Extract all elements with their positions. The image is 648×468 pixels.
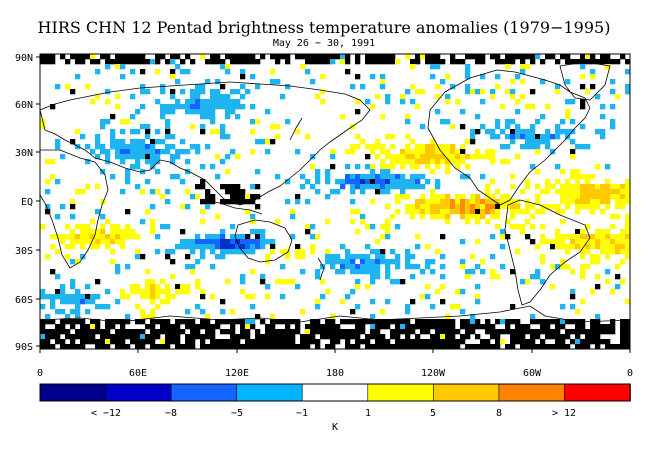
colorbar-swatch-3 [236,383,304,402]
colorbar-label-0: < −12 [91,408,121,419]
coastlines [39,61,631,323]
coast-eurasia [39,81,371,206]
map-title: HIRS CHN 12 Pentad brightness temperatur… [37,18,611,37]
longitude-axis: 0 60E 120E 180 120W 60W 0 [37,349,633,379]
colorbar-label-6: 8 [496,408,502,419]
coast-indonesia [204,199,263,215]
coast-japan [289,117,303,141]
coast-south-america [504,199,591,306]
coast-antarctica [39,305,631,323]
latitude-axis: 90N 60N 30N EQ 30S 60S 90S [15,53,40,353]
colorbar-swatch-1 [105,383,172,402]
colorbar-label-2: −5 [231,408,243,419]
lat-label-30n: 30N [15,148,33,159]
coast-greenland [559,61,611,101]
colorbar-label-4: 1 [365,408,371,419]
colorbar-swatch-4 [301,383,369,402]
lon-label-60w: 60W [523,368,542,379]
lat-label-90n: 90N [15,53,33,64]
coast-north-america [427,69,591,206]
lat-label-eq: EQ [21,197,33,208]
coast-africa [39,149,109,269]
colorbar-swatch-2 [170,383,238,402]
map-panel [39,53,631,350]
colorbar-swatch-7 [498,383,566,402]
colorbar-frame [39,383,631,402]
map-subtitle: May 26 − 30, 1991 [272,38,376,49]
colorbar-label-1: −8 [165,408,177,419]
map-background [40,54,630,349]
colorbar-label-5: 5 [430,408,436,419]
lon-label-120e: 120E [225,368,249,379]
lat-label-60n: 60N [15,100,33,111]
colorbar-swatch-0 [39,383,107,402]
lat-label-60s: 60S [15,295,33,306]
colorbar: < −12 −8 −5 −1 1 5 8 > 12 K [39,383,631,433]
lon-label-0: 0 [37,368,43,379]
colorbar-label-3: −1 [296,408,308,419]
lat-label-30s: 30S [15,246,33,257]
coast-new-zealand [317,257,325,281]
colorbar-label-7: > 12 [552,408,576,419]
lon-label-120w: 120W [421,368,446,379]
lon-label-60e: 60E [129,368,147,379]
lon-label-180: 180 [326,368,344,379]
colorbar-swatch-6 [433,383,500,402]
colorbar-swatch-5 [367,383,435,402]
lon-label-0-east: 0 [627,368,633,379]
anomaly-layer [40,54,631,350]
colorbar-swatches [39,383,631,402]
colorbar-unit: K [332,422,338,433]
colorbar-swatch-8 [564,383,631,402]
lat-label-90s: 90S [15,342,33,353]
coast-australia [234,219,293,263]
